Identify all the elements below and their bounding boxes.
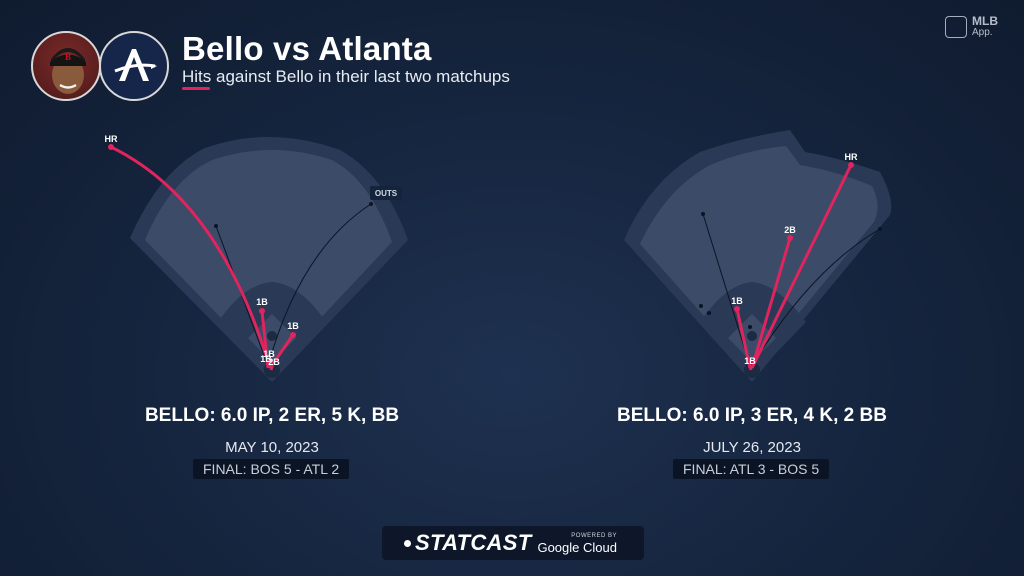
statcast-wordmark: STATCAST xyxy=(415,530,532,555)
statcast-badge: STATCAST POWERED BY Google Cloud xyxy=(382,526,644,560)
hit-label: 1B xyxy=(260,354,272,364)
game1-final-score: FINAL: BOS 5 - ATL 2 xyxy=(193,459,350,479)
svg-text:B: B xyxy=(65,52,71,62)
subtitle-accent xyxy=(182,87,210,90)
hit-label: 2B xyxy=(784,225,796,235)
out-line xyxy=(267,203,372,367)
field-right xyxy=(624,130,892,382)
braves-logo xyxy=(99,31,169,101)
out-line xyxy=(702,213,751,367)
game1-date: MAY 10, 2023 xyxy=(225,439,319,456)
mlb-app-line2: App. xyxy=(972,27,993,38)
game1-stat-line: BELLO: 6.0 IP, 2 ER, 5 K, BB xyxy=(144,405,400,426)
page-title: Bello vs Atlanta xyxy=(182,30,432,67)
mlb-app-badge: MLB App. xyxy=(945,14,998,38)
hit-label: 1B xyxy=(744,356,756,366)
hit-label: 2B xyxy=(268,357,280,367)
hit-label: HR xyxy=(845,152,858,162)
mlb-logo-icon xyxy=(945,16,967,38)
hit-line-1b xyxy=(260,310,270,369)
hit-label: 1B xyxy=(731,296,743,306)
field-left xyxy=(108,136,408,382)
powered-by-label: POWERED BY xyxy=(571,533,617,539)
pitcher-avatar: B xyxy=(31,31,101,101)
hit-label: 1B xyxy=(256,297,268,307)
field-right-outfield xyxy=(640,146,878,370)
field-left-mound xyxy=(267,331,277,341)
baseball-icon xyxy=(404,539,411,547)
hit-label: HR xyxy=(105,134,118,144)
field-right-home xyxy=(744,362,760,378)
field-right-mound xyxy=(747,331,757,341)
hit-line-1b xyxy=(735,308,752,369)
hit-line-hr xyxy=(110,145,272,369)
hit-line-2b xyxy=(269,362,275,371)
game2-date: JULY 26, 2023 xyxy=(703,439,801,456)
hit-label: 1B xyxy=(287,321,299,331)
hit-label: 1B xyxy=(263,349,275,359)
outs-label-bg xyxy=(370,186,402,200)
hit-line-2b xyxy=(750,237,792,369)
page-subtitle: Hits against Bello in their last two mat… xyxy=(182,67,510,86)
hit-line-hr xyxy=(750,164,853,369)
out-line xyxy=(751,228,881,367)
outs-label: OUTS xyxy=(375,189,398,198)
field-left-outfield xyxy=(145,150,392,370)
hit-line-1b xyxy=(268,334,295,369)
hit-line-1b xyxy=(266,358,271,369)
game2-final-score: FINAL: ATL 3 - BOS 5 xyxy=(673,459,830,479)
mlb-app-line1: MLB xyxy=(972,14,998,28)
game2-stat-line: BELLO: 6.0 IP, 3 ER, 4 K, 2 BB xyxy=(617,405,887,426)
sponsor-label: Google Cloud xyxy=(537,540,617,555)
hit-line-1b xyxy=(747,362,753,371)
